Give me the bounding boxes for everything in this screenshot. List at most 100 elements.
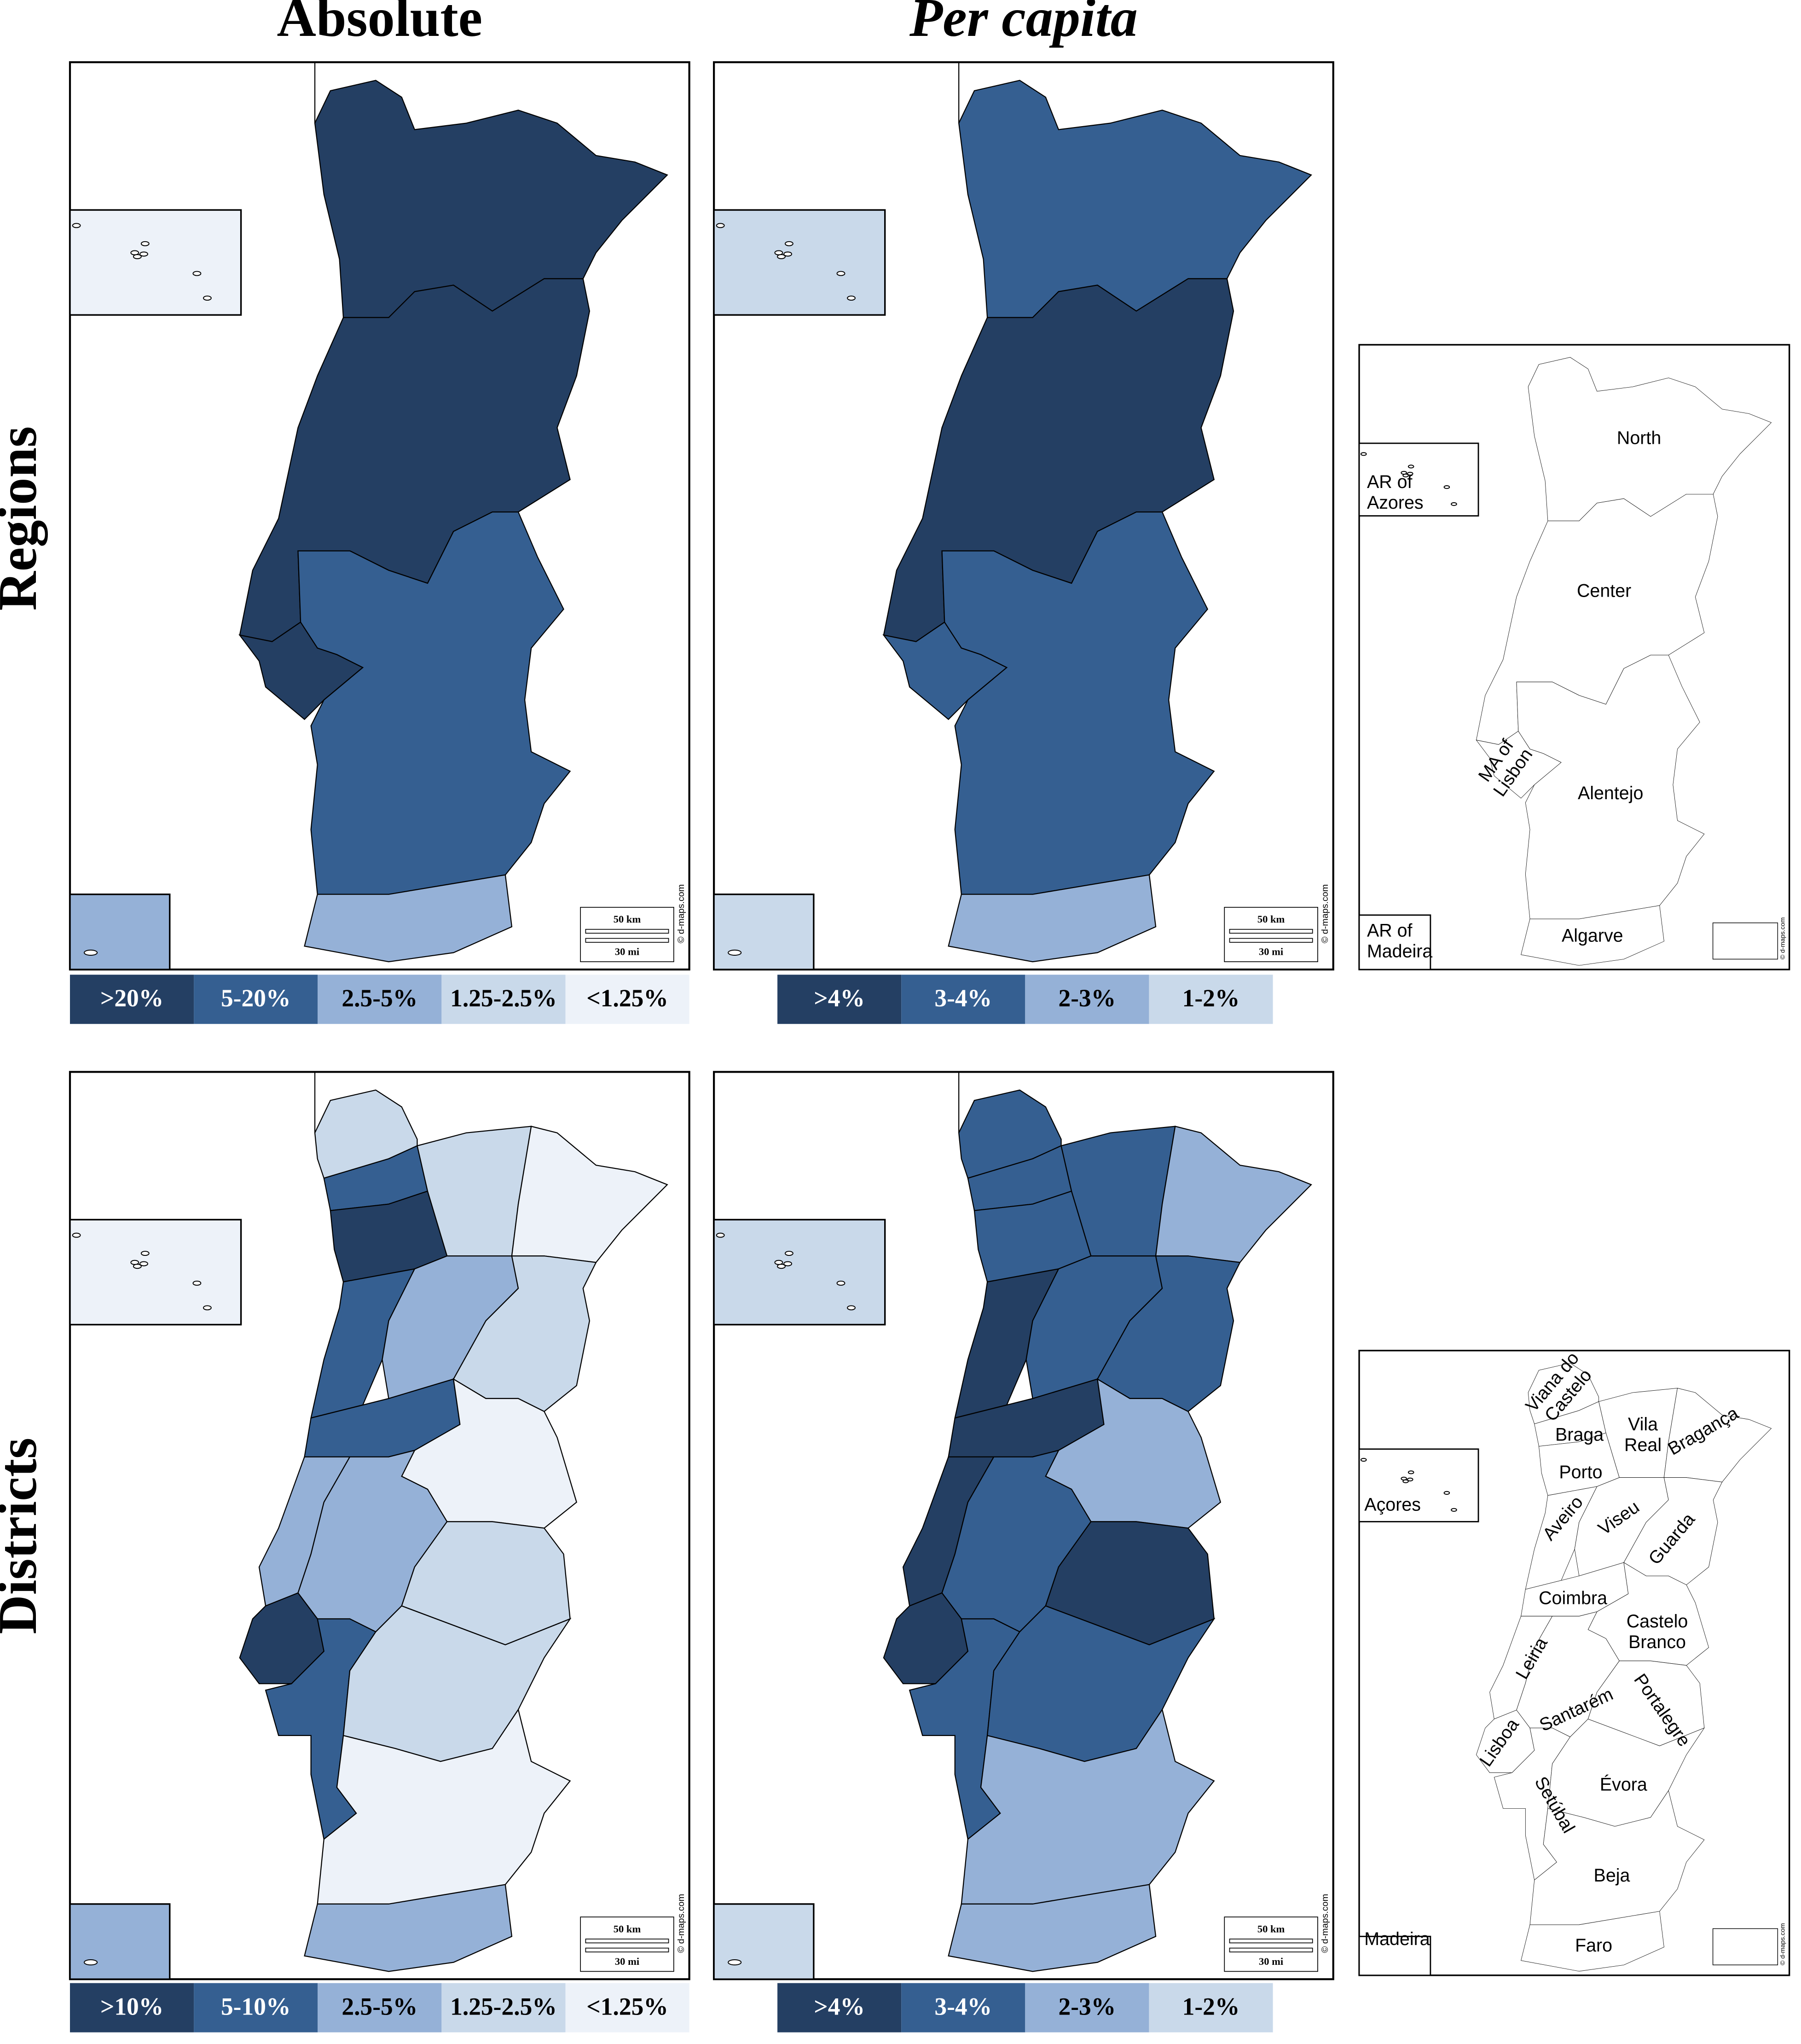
legend-swatch <box>777 1983 902 2032</box>
island <box>728 949 742 956</box>
scale-bar <box>1229 1939 1313 1944</box>
island <box>140 1251 150 1256</box>
region-label: Vila Real <box>1624 1414 1662 1455</box>
region-shape <box>961 1708 1215 1905</box>
credit: © d-maps.com <box>1320 1894 1330 1953</box>
island <box>1360 1458 1367 1462</box>
region-shape <box>317 1708 571 1905</box>
island <box>836 1280 845 1286</box>
scale-label: 30 mi <box>1259 1956 1283 1967</box>
region-shape <box>941 511 1215 895</box>
credit: © d-maps.com <box>676 884 686 943</box>
map-panel: 50 km 30 mi © d-maps.com <box>713 1071 1334 1980</box>
island <box>716 223 725 228</box>
reference-map <box>1477 357 1772 965</box>
island <box>784 241 793 246</box>
scale-box <box>580 906 674 962</box>
scale-label: 50 km <box>614 1923 641 1934</box>
legend-label: >20% <box>100 984 163 1012</box>
region-outline <box>1517 655 1704 919</box>
legend-label: 1-2% <box>1182 984 1240 1012</box>
island <box>192 1280 202 1286</box>
azores-inset <box>1358 442 1479 517</box>
island <box>783 251 793 257</box>
map-panel: 50 km 30 mi © d-maps.com <box>69 61 690 971</box>
island <box>140 241 150 246</box>
label-line: Açores <box>1364 1495 1421 1515</box>
legend-swatch <box>70 975 194 1024</box>
region-label: Açores <box>1364 1495 1421 1515</box>
label-line: Branco <box>1628 1632 1686 1652</box>
region-label: AR of Madeira <box>1367 921 1432 962</box>
island <box>1443 485 1450 489</box>
reference-map <box>1477 1363 1772 1971</box>
legend-label: 1.25-2.5% <box>450 1992 557 2020</box>
legend-label: <1.25% <box>586 984 668 1012</box>
island <box>1407 1470 1414 1475</box>
map-panel: 50 km 30 mi © d-maps.com <box>69 1071 690 1980</box>
region-shape <box>314 1089 418 1179</box>
island <box>1407 1477 1413 1481</box>
legend-label: >4% <box>814 1992 865 2020</box>
region-shape <box>1155 1126 1312 1263</box>
region-label: Madeira <box>1364 1929 1430 1949</box>
island <box>847 1305 856 1311</box>
island <box>1402 1479 1409 1483</box>
legend-swatch <box>901 1983 1025 2032</box>
madeira-inset <box>713 1903 815 1980</box>
region-label: Center <box>1577 581 1631 601</box>
scale-label: 30 mi <box>615 1956 639 1967</box>
region-label: Évora <box>1600 1775 1647 1795</box>
island <box>1451 502 1457 506</box>
azores-inset <box>1358 1448 1479 1522</box>
madeira-inset <box>1358 914 1431 970</box>
label-line: Azores <box>1367 493 1424 513</box>
legend-swatch <box>318 975 442 1024</box>
legend-swatch <box>318 1983 442 2032</box>
scale-label: 30 mi <box>1259 946 1283 958</box>
scale-box <box>1224 1916 1318 1972</box>
credit: © d-maps.com <box>1778 1923 1786 1965</box>
scale-bar <box>1229 929 1313 934</box>
legend-swatch <box>1025 1983 1149 2032</box>
madeira-inset <box>713 893 815 970</box>
madeira-inset <box>1358 1935 1431 1976</box>
azores-inset <box>69 209 242 316</box>
label-line: Alentejo <box>1578 783 1643 803</box>
region-shape <box>304 874 513 963</box>
column-header: Absolute <box>277 0 482 48</box>
row-header: Regions <box>0 426 48 611</box>
azores-inset <box>713 1219 886 1326</box>
region-label: AR of Azores <box>1367 472 1424 513</box>
label-line: Évora <box>1600 1775 1647 1795</box>
island <box>83 949 98 956</box>
legend-label: <1.25% <box>586 1992 668 2020</box>
island <box>139 1261 148 1266</box>
azores-inset <box>69 1219 242 1326</box>
scale-bar <box>1229 1947 1313 1952</box>
label-line: Faro <box>1575 1935 1612 1956</box>
region-shape <box>511 1126 668 1263</box>
scale-bar <box>1229 938 1313 943</box>
label-line: North <box>1617 428 1661 448</box>
region-outline <box>1521 906 1664 965</box>
legend-swatch <box>901 975 1025 1024</box>
legend-label: 1.25-2.5% <box>450 984 557 1012</box>
legend-swatch <box>565 1983 689 2032</box>
region-label: Beja <box>1594 1865 1630 1886</box>
scale-label: 50 km <box>1257 1923 1285 1934</box>
credit: © d-maps.com <box>1320 884 1330 943</box>
legend-label: 2-3% <box>1058 1992 1116 2020</box>
island <box>777 254 786 259</box>
label-line: AR of <box>1367 472 1413 493</box>
region-label: Porto <box>1559 1463 1602 1483</box>
region-label: North <box>1617 428 1661 448</box>
region-label: Faro <box>1575 1935 1612 1956</box>
scale-box <box>580 1916 674 1972</box>
label-line: Vila <box>1628 1414 1658 1434</box>
legend-swatch <box>194 975 318 1024</box>
legend-label: >4% <box>814 984 865 1012</box>
scale-box <box>1712 922 1778 960</box>
region-shape <box>948 874 1157 963</box>
